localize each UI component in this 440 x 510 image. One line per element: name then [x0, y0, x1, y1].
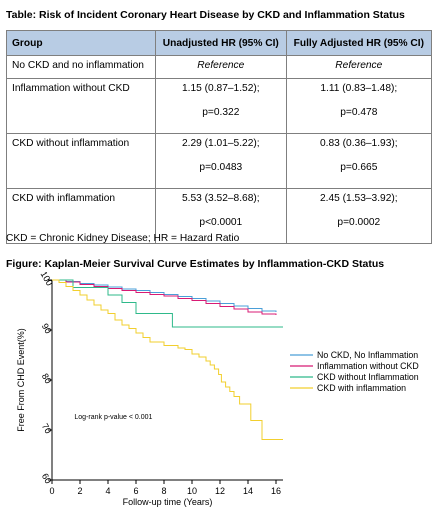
km-curve-1 [52, 279, 277, 315]
adjusted-cell: 0.83 (0.36–1.93); p=0.665 [285, 133, 433, 189]
table-row: CKD without inflammation 2.29 (1.01–5.22… [6, 133, 433, 189]
y-axis-label: Free From CHD Event(%) [16, 328, 26, 432]
x-tick-label: 16 [271, 486, 281, 496]
x-tick-label: 8 [161, 486, 166, 496]
unadjusted-cell: 1.15 (0.87–1.52); p=0.322 [155, 78, 287, 134]
p-value: p=0.665 [340, 162, 378, 173]
km-curve-3 [52, 279, 283, 440]
y-tick-label: 60 [40, 472, 54, 486]
table-row: No CKD and no inflammation Reference Ref… [6, 55, 433, 79]
x-tick-label: 14 [243, 486, 253, 496]
x-tick-label: 10 [187, 486, 197, 496]
table-row: CKD with inflammation 5.53 (3.52–8.68); … [6, 188, 433, 244]
p-value: p=0.0483 [199, 162, 243, 173]
header-adjusted: Fully Adjusted HR (95% CI) [285, 30, 433, 56]
legend-label-2: CKD without Inflammation [317, 372, 419, 382]
p-value: p=0.322 [202, 107, 240, 118]
y-tick-label: 90 [40, 322, 54, 336]
group-cell: No CKD and no inflammation [6, 55, 156, 79]
header-unadjusted: Unadjusted HR (95% CI) [155, 30, 287, 56]
y-tick-label: 80 [40, 372, 54, 386]
x-tick-label: 2 [77, 486, 82, 496]
table-row: Inflammation without CKD 1.15 (0.87–1.52… [6, 78, 433, 134]
group-cell: Inflammation without CKD [6, 78, 156, 134]
hr-value: 2.45 (1.53–3.92); [320, 193, 398, 204]
x-tick-label: 4 [105, 486, 110, 496]
x-tick-label: 12 [215, 486, 225, 496]
hazard-ratio-table: Group Unadjusted HR (95% CI) Fully Adjus… [6, 30, 433, 244]
adjusted-cell: Reference [285, 55, 433, 79]
y-tick-label: 70 [40, 422, 54, 436]
km-curve-2 [52, 279, 283, 328]
hr-value: 1.15 (0.87–1.52); [182, 83, 260, 94]
figure-title: Figure: Kaplan-Meier Survival Curve Esti… [6, 258, 385, 270]
legend-label-0: No CKD, No Inflammation [317, 350, 418, 360]
adjusted-cell: 1.11 (0.83–1.48); p=0.478 [285, 78, 433, 134]
p-value: p=0.478 [340, 107, 378, 118]
x-tick-label: 0 [49, 486, 54, 496]
group-cell: CKD without inflammation [6, 133, 156, 189]
p-value: p=0.0002 [337, 217, 381, 228]
x-tick-label: 6 [133, 486, 138, 496]
adjusted-cell: 2.45 (1.53–3.92); p=0.0002 [285, 188, 433, 244]
x-axis-label: Follow-up time (Years) [123, 497, 213, 507]
unadjusted-cell: 2.29 (1.01–5.22); p=0.0483 [155, 133, 287, 189]
table-title: Table: Risk of Incident Coronary Heart D… [6, 9, 405, 21]
group-cell: CKD with inflammation [6, 188, 156, 244]
logrank-annotation: Log-rank p-value < 0.001 [74, 414, 152, 421]
hr-value: 2.29 (1.01–5.22); [182, 138, 260, 149]
unadjusted-cell: Reference [155, 55, 287, 79]
table-footnote: CKD = Chronic Kidney Disease; HR = Hazar… [6, 233, 240, 244]
legend-label-3: CKD with inflammation [317, 383, 406, 393]
table-header-row: Group Unadjusted HR (95% CI) Fully Adjus… [6, 30, 433, 56]
header-group: Group [6, 30, 156, 56]
hr-value: 1.11 (0.83–1.48); [320, 83, 398, 94]
hr-value: 0.83 (0.36–1.93); [320, 138, 398, 149]
p-value: p<0.0001 [199, 217, 243, 228]
hr-value: 5.53 (3.52–8.68); [182, 193, 260, 204]
legend-label-1: Inflammation without CKD [317, 361, 419, 371]
